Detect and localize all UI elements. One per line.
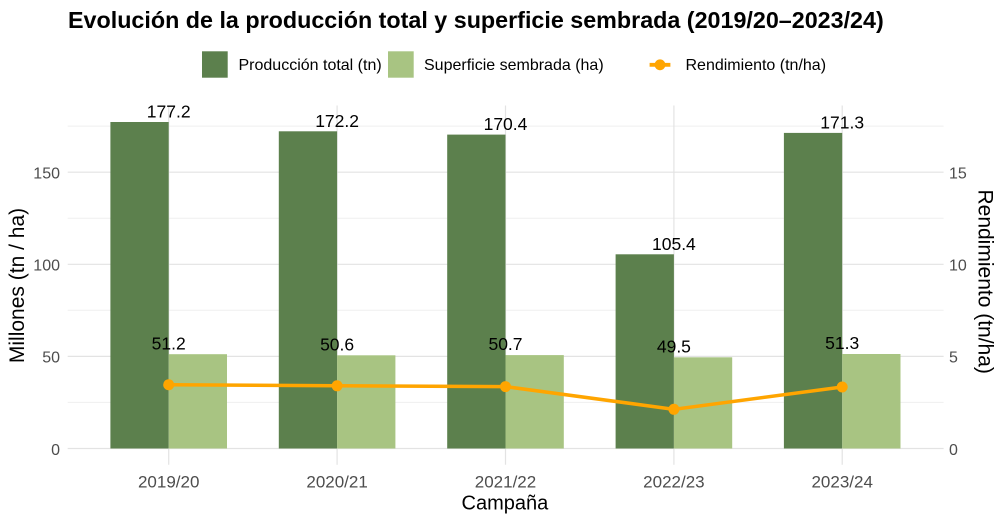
svg-text:50.6: 50.6	[320, 334, 354, 354]
svg-text:0: 0	[949, 442, 958, 459]
svg-text:2023/24: 2023/24	[811, 473, 872, 492]
svg-text:170.4: 170.4	[484, 114, 528, 134]
svg-text:2022/23: 2022/23	[643, 473, 704, 492]
svg-text:Rendimiento (tn/ha): Rendimiento (tn/ha)	[974, 189, 997, 373]
svg-text:0: 0	[51, 442, 60, 459]
svg-text:Evolución de la producción tot: Evolución de la producción total y super…	[68, 7, 884, 33]
svg-text:Superficie sembrada (ha): Superficie sembrada (ha)	[424, 57, 604, 74]
svg-text:172.2: 172.2	[315, 111, 359, 131]
svg-text:Campaña: Campaña	[462, 493, 550, 515]
svg-text:Rendimiento (tn/ha): Rendimiento (tn/ha)	[686, 57, 827, 74]
svg-text:5: 5	[949, 350, 958, 367]
svg-text:177.2: 177.2	[147, 102, 191, 122]
svg-text:49.5: 49.5	[657, 336, 691, 356]
svg-text:150: 150	[33, 166, 60, 183]
svg-text:51.3: 51.3	[825, 333, 859, 353]
svg-text:100: 100	[33, 258, 60, 275]
svg-text:51.2: 51.2	[152, 333, 186, 353]
svg-text:2019/20: 2019/20	[138, 473, 199, 492]
svg-text:2020/21: 2020/21	[306, 473, 367, 492]
svg-text:10: 10	[949, 258, 967, 275]
svg-text:Producción total (tn): Producción total (tn)	[239, 57, 382, 74]
svg-text:50: 50	[42, 350, 60, 367]
svg-text:105.4: 105.4	[652, 234, 696, 254]
svg-text:171.3: 171.3	[820, 112, 864, 132]
svg-text:50.7: 50.7	[488, 334, 522, 354]
svg-text:Millones (tn / ha): Millones (tn / ha)	[6, 208, 29, 363]
svg-text:15: 15	[949, 166, 967, 183]
svg-text:2021/22: 2021/22	[475, 473, 536, 492]
